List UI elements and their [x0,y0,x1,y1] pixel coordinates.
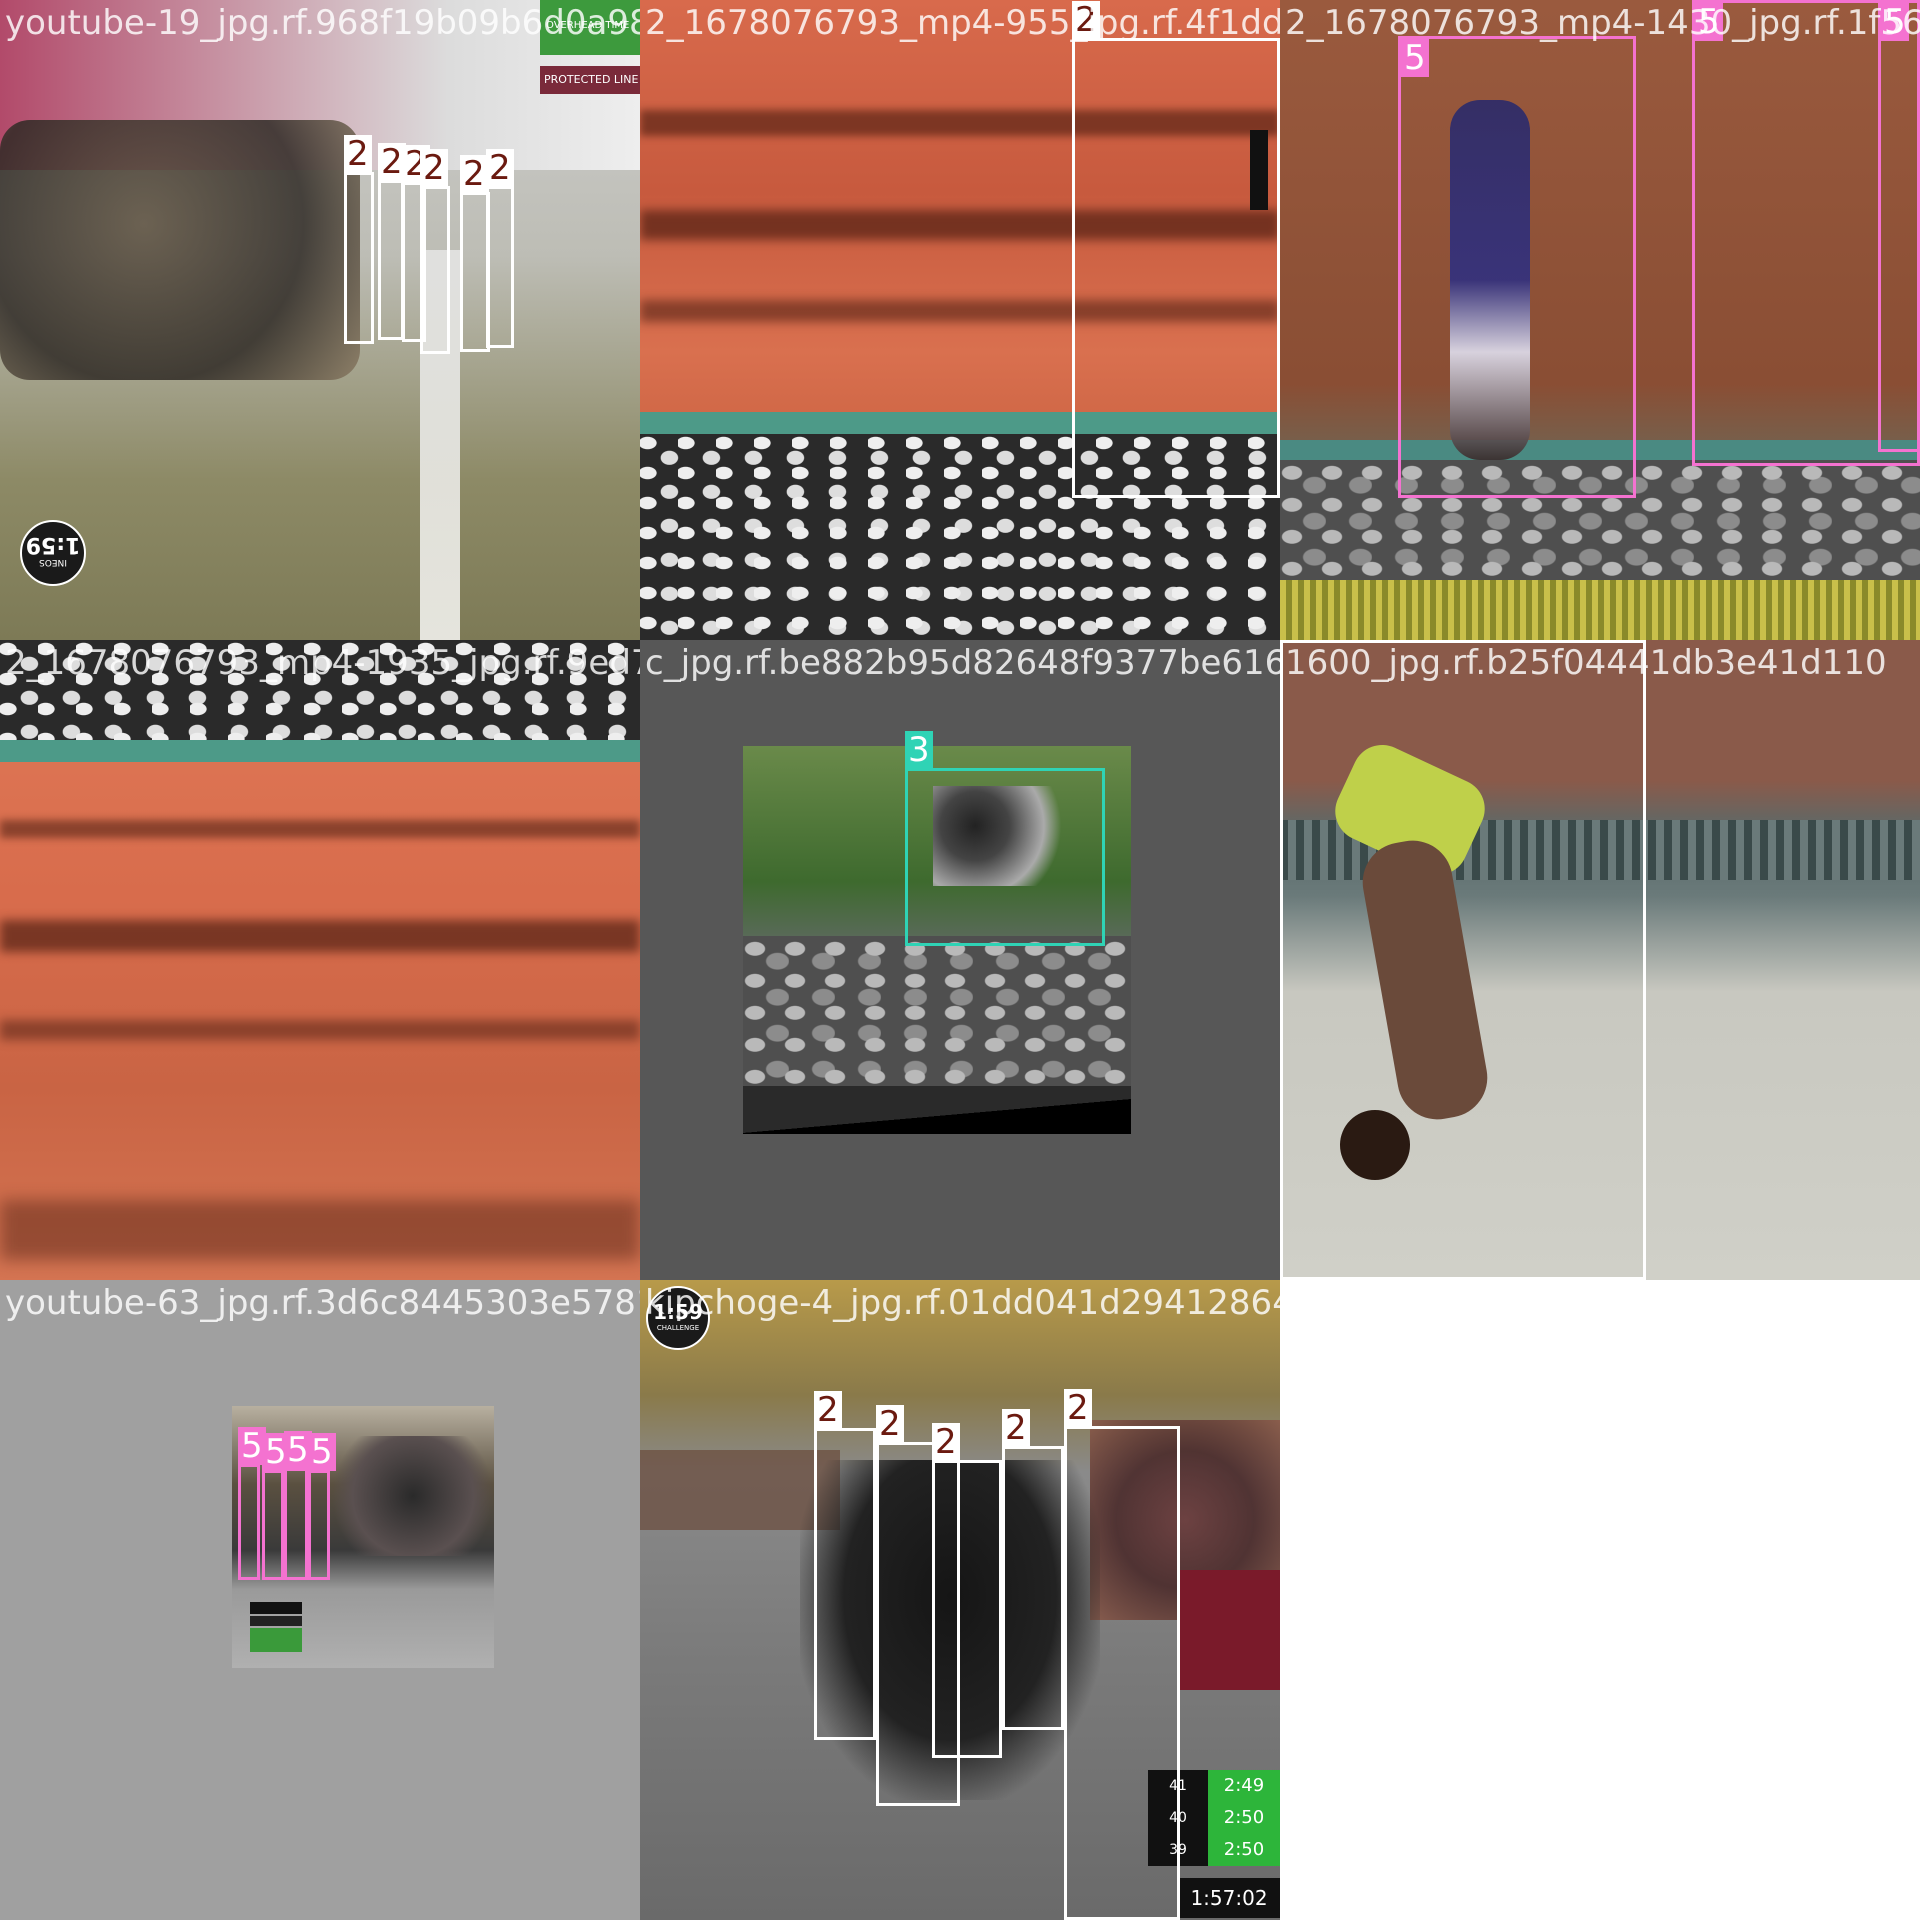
tile-label: youtube-63_jpg.rf.3d6c8445303e5781bcd7de [5,1283,640,1323]
detection-box: 2 [378,143,406,340]
class-tag: 2 [932,1423,960,1461]
class-tag: 3 [905,731,933,769]
detection-box: 5 [1878,0,1920,452]
class-tag: 5 [238,1427,266,1465]
class-tag: 5 [1881,3,1909,41]
detection-box: 2 [486,149,514,348]
detection-box: 2 [344,135,374,344]
class-tag: 2 [1002,1409,1030,1447]
detection-box: 5 [308,1433,336,1580]
tile-youtube-19: OVERHEAD TIME PROTECTED LINE 1:59 INEOS … [0,0,640,640]
class-tag: 5 [1401,39,1429,77]
race-logo-time: 1:59 [25,532,81,557]
race-logo-sub: INEOS [39,557,67,567]
detection-box: 2 [876,1405,960,1806]
class-tag: 5 [308,1433,336,1471]
detection-box: 2 [1280,640,1646,1280]
empty-area [1280,1280,1920,1920]
class-tag: 2 [344,135,372,173]
tile-label: c_jpg.rf.be882b95d82648f9377be6160de9 [645,643,1280,683]
race-logo-sub: CHALLENGE [656,1324,700,1332]
detection-box: 2 [420,149,450,354]
race-logo: 1:59 INEOS [20,520,86,586]
class-tag: 2 [1280,640,1308,641]
race-logo-time: 1:59 [653,1300,703,1324]
class-tag: 2 [420,149,448,187]
protected-line-sign: PROTECTED LINE [540,66,640,94]
tile-video-955: 2 2_1678076793_mp4-955_jpg.rf.4f1dd2a208… [640,0,1280,640]
protected-line-text: PROTECTED LINE [544,73,639,86]
class-tag: 2 [814,1391,842,1429]
class-tag: 2 [378,143,406,181]
detection-box: 2 [932,1423,1002,1758]
split-time: 2:50 [1208,1802,1280,1834]
tile-label: 2_1678076793_mp4-955_jpg.rf.4f1dd2a2081 [645,3,1280,43]
tile-c: 3 c_jpg.rf.be882b95d82648f9377be6160de9 [640,640,1280,1280]
tile-kipchoge-4: 1:59 CHALLENGE 2 2 2 2 2 41 2:49 40 2:50… [640,1280,1280,1920]
race-clock: 1:57:02 [1178,1878,1280,1918]
race-logo: 1:59 CHALLENGE [646,1286,710,1350]
detection-box: 2 [1064,1389,1180,1920]
detection-box: 2 [814,1391,876,1740]
class-tag: 2 [460,155,488,193]
split-time: 2:50 [1208,1834,1280,1866]
tile-1600: 2 1600_jpg.rf.b25f04441db3e41d110 [1280,640,1920,1280]
class-tag: 2 [876,1405,904,1443]
split-time: 2:49 [1208,1770,1280,1802]
tile-video-1935: 2 2_1678076793_mp4-1935_jpg.rf.9ed74947a… [0,640,640,1280]
green-sign: OVERHEAD TIME [540,0,640,55]
green-sign-text: OVERHEAD TIME [546,20,630,31]
tile-video-1430: 5 5 5 2_1678076793_mp4-1430_jpg.rf.1f56 [1280,0,1920,640]
detection-box: 2 [1002,1409,1064,1730]
class-tag: 5 [284,1431,312,1469]
detection-box: 5 [262,1433,290,1580]
detection-box: 5 [1398,36,1636,498]
tile-label: kipchoge-4_jpg.rf.01dd041d29412864b59c91… [645,1283,1280,1323]
inset-photo [232,1406,494,1668]
detection-box: 3 [905,731,1105,946]
class-tag: 5 [1695,3,1723,41]
detection-box: 2 [1072,1,1280,498]
class-tag: 2 [486,149,514,187]
tile-youtube-63: 5 5 5 5 youtube-63_jpg.rf.3d6c8445303e57… [0,1280,640,1920]
detection-box: 5 [284,1431,312,1580]
detection-box: 5 [238,1427,266,1580]
inset-photo [743,746,1131,1134]
class-tag: 2 [1064,1389,1092,1427]
class-tag: 2 [1072,1,1100,39]
